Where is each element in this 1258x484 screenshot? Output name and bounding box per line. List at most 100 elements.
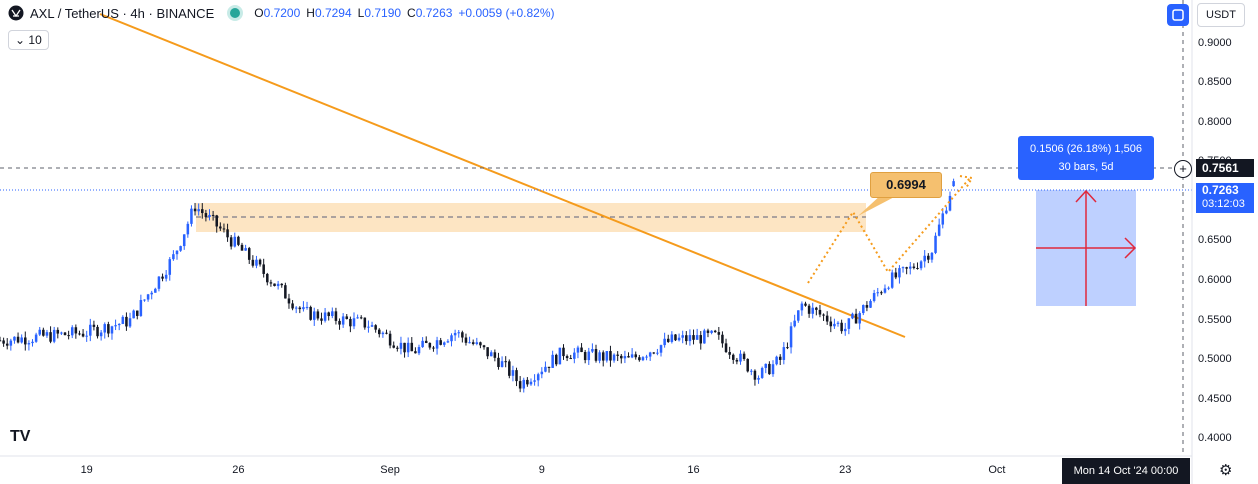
candle-body bbox=[157, 276, 161, 289]
candle-body bbox=[522, 379, 526, 389]
candle-body bbox=[197, 209, 200, 212]
candle-body bbox=[898, 268, 901, 278]
measure-up-head bbox=[1075, 189, 1097, 203]
candle-body bbox=[175, 250, 179, 255]
candle-body bbox=[876, 292, 880, 294]
x-tick-label: Oct bbox=[988, 464, 1006, 476]
candle-body bbox=[591, 349, 594, 352]
candle-body bbox=[121, 316, 125, 324]
candle-body bbox=[869, 300, 872, 308]
candle-body bbox=[2, 340, 5, 344]
candle-body bbox=[450, 335, 453, 342]
candle-body bbox=[601, 352, 605, 361]
change-value: +0.0059 (+0.82%) bbox=[458, 6, 555, 20]
candle-body bbox=[540, 371, 544, 375]
candle-body bbox=[489, 352, 493, 357]
candle-body bbox=[728, 352, 731, 355]
candle-body bbox=[468, 342, 471, 344]
candle-body bbox=[229, 237, 233, 247]
candle-body bbox=[269, 282, 273, 284]
candle-body bbox=[677, 337, 681, 341]
candle-body bbox=[616, 354, 619, 356]
candle-body bbox=[70, 327, 74, 336]
candle-body bbox=[912, 266, 916, 268]
candle-body bbox=[399, 342, 403, 349]
candle-body bbox=[284, 285, 287, 299]
add-alert-icon[interactable]: + bbox=[1174, 160, 1192, 178]
x-tick-label: 16 bbox=[687, 464, 700, 476]
tradingview-logo[interactable]: TV bbox=[10, 428, 31, 445]
candle-body bbox=[0, 340, 2, 342]
candle-body bbox=[721, 334, 724, 344]
y-tick-label: 0.9000 bbox=[1198, 36, 1232, 49]
candle-body bbox=[890, 272, 894, 288]
candle-body bbox=[146, 294, 150, 300]
candle-body bbox=[233, 236, 237, 247]
candle-body bbox=[125, 316, 128, 327]
projection-path[interactable] bbox=[807, 177, 971, 284]
candle-body bbox=[533, 380, 536, 382]
candle-body bbox=[923, 255, 926, 262]
candle-body bbox=[576, 347, 580, 353]
candle-body bbox=[154, 288, 157, 293]
symbol-header: AXL / TetherUS · 4h · BINANCE O 0.7200 H… bbox=[8, 5, 555, 21]
candle-body bbox=[392, 345, 395, 348]
candle-body bbox=[836, 322, 840, 324]
symbol-title[interactable]: AXL / TetherUS · 4h · BINANCE bbox=[30, 5, 215, 21]
candle-body bbox=[518, 381, 522, 389]
candle-body bbox=[435, 340, 439, 349]
candle-body bbox=[13, 336, 16, 341]
last-price-label: 0.7263 03:12:03 bbox=[1196, 183, 1254, 213]
crosshair-date-label: Mon 14 Oct '24 00:00 bbox=[1062, 458, 1190, 484]
candle-body bbox=[587, 351, 591, 361]
candle-body bbox=[258, 259, 262, 265]
crosshair-price-text: 0.7561 bbox=[1202, 161, 1239, 175]
crosshair-price-label: 0.7561 bbox=[1196, 159, 1254, 177]
candle-body bbox=[945, 210, 948, 214]
candle-body bbox=[78, 333, 81, 335]
candle-body bbox=[880, 292, 883, 294]
candle-body bbox=[255, 259, 258, 266]
candle-body bbox=[403, 342, 406, 353]
settings-gear-icon[interactable]: ⚙ bbox=[1219, 462, 1233, 479]
candle-body bbox=[757, 377, 760, 380]
candle-body bbox=[309, 306, 312, 320]
candle-body bbox=[916, 267, 919, 269]
axl-logo-icon bbox=[8, 5, 24, 21]
candle-body bbox=[797, 310, 800, 321]
candle-body bbox=[247, 248, 251, 260]
x-tick-label: 23 bbox=[839, 464, 852, 476]
x-tick-label: Sep bbox=[380, 464, 400, 476]
candle-body bbox=[132, 310, 135, 319]
candle-body bbox=[349, 318, 352, 327]
candle-body bbox=[887, 287, 890, 289]
candle-body bbox=[620, 355, 623, 359]
candle-body bbox=[688, 335, 692, 342]
candle-body bbox=[276, 283, 280, 287]
candle-body bbox=[858, 313, 861, 324]
candle-body bbox=[735, 359, 739, 362]
fullscreen-icon bbox=[1172, 9, 1184, 21]
candle-body bbox=[341, 316, 345, 325]
indicators-toggle[interactable]: ⌄ 10 bbox=[8, 30, 49, 50]
candle-body bbox=[558, 347, 562, 365]
high-value: 0.7294 bbox=[314, 6, 352, 20]
currency-selector[interactable]: USDT bbox=[1197, 3, 1245, 27]
candle-body bbox=[345, 316, 349, 319]
descending-trendline[interactable] bbox=[99, 13, 906, 338]
price-callout[interactable]: 0.6994 bbox=[870, 172, 942, 198]
candle-body bbox=[381, 332, 385, 335]
candle-body bbox=[150, 292, 153, 295]
fullscreen-button[interactable] bbox=[1167, 4, 1189, 26]
candle-body bbox=[937, 224, 941, 236]
candle-body bbox=[760, 367, 764, 378]
candle-body bbox=[659, 345, 663, 353]
candle-body bbox=[692, 335, 695, 340]
candle-body bbox=[580, 347, 583, 353]
candle-body bbox=[648, 352, 652, 357]
y-tick-label: 0.5000 bbox=[1198, 353, 1232, 366]
candle-body bbox=[630, 354, 634, 358]
candle-body bbox=[356, 317, 359, 319]
candle-body bbox=[74, 327, 78, 334]
